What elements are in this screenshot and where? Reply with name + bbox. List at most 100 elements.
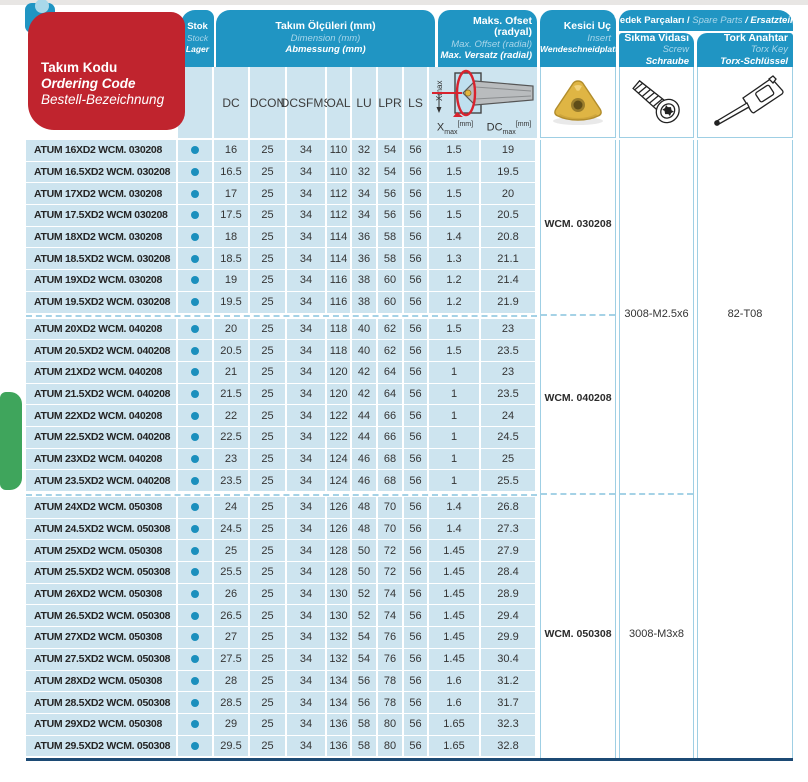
cell-dcon: 25: [250, 670, 287, 693]
cell-dcmax: 24: [481, 405, 537, 427]
table-row: ATUM 16XD2 WCM. 030208 16 25 34 110 32 54 56 1.5…: [26, 140, 537, 162]
cell-ls: 56: [404, 426, 429, 449]
cell-lpr: 80: [378, 735, 404, 758]
cell-stock: [178, 448, 214, 471]
cell-dcmax: 25: [481, 448, 537, 471]
cell-stock: [178, 540, 214, 563]
stock-dot-icon: [191, 254, 199, 263]
cell-stock: [178, 670, 214, 693]
cell-stock: [178, 161, 214, 184]
cell-dcsfms: 34: [287, 426, 327, 449]
cell-dcsfms: 34: [287, 605, 327, 628]
ordering-code-label-de: Bestell-Bezeichnung: [41, 92, 165, 107]
torx-key-image-cell: [697, 67, 793, 138]
cell-dcmax: 23.5: [481, 383, 537, 406]
cell-lpr: 72: [378, 562, 404, 584]
cell-oal: 124: [327, 448, 352, 471]
cell-xmax: 1.5: [429, 140, 481, 162]
cell-dcmax: 19: [481, 140, 537, 162]
cell-code: ATUM 20XD2 WCM. 040208: [26, 318, 178, 341]
cell-oal: 128: [327, 562, 352, 584]
stock-dot-icon: [191, 346, 199, 355]
cell-stock: [178, 226, 214, 249]
cell-dcon: 25: [250, 562, 287, 584]
table-row: ATUM 20.5XD2 WCM. 040208 20.5 25 34 118 40 62 5…: [26, 340, 537, 362]
cell-lu: 40: [352, 340, 378, 362]
cell-stock: [178, 140, 214, 162]
subheader-col-ls: LS: [404, 67, 429, 138]
cell-stock: [178, 518, 214, 541]
cell-dcon: 25: [250, 448, 287, 471]
page-edge-strip: [0, 0, 808, 5]
cell-xmax: 1.45: [429, 627, 481, 649]
cell-ls: 56: [404, 497, 429, 519]
cell-lpr: 58: [378, 248, 404, 271]
cell-dcon: 25: [250, 383, 287, 406]
cell-dcon: 25: [250, 648, 287, 671]
cell-lpr: 74: [378, 583, 404, 606]
cell-dcmax: 32.3: [481, 713, 537, 736]
cell-lpr: 68: [378, 470, 404, 492]
cell-stock: [178, 583, 214, 606]
cell-ls: 56: [404, 692, 429, 714]
cell-ls: 56: [404, 140, 429, 162]
cell-xmax: 1.5: [429, 161, 481, 184]
subheader-col-lpr: LPR: [378, 67, 404, 138]
table-row: ATUM 29.5XD2 WCM. 050308 29.5 25 34 136 58 80 5…: [26, 735, 537, 758]
cell-lpr: 66: [378, 426, 404, 449]
corner-tab-notch: [35, 0, 49, 13]
spare-parts-label-en: Spare Parts: [692, 15, 743, 26]
subheader-col-dc: DC: [214, 67, 250, 138]
cell-stock: [178, 562, 214, 584]
group-divider: [26, 492, 537, 497]
cell-lpr: 78: [378, 670, 404, 693]
cell-xmax: 1.65: [429, 735, 481, 758]
cell-lpr: 54: [378, 140, 404, 162]
cell-dc: 22.5: [214, 426, 250, 449]
screw-label-en: Screw: [662, 44, 689, 56]
subheader-col-oal: OAL: [327, 67, 352, 138]
cell-dcon: 25: [250, 205, 287, 227]
torx-key-label-en: Torx Key: [750, 44, 788, 56]
table-bottom-rule: [26, 758, 793, 761]
cell-dcsfms: 34: [287, 140, 327, 162]
cell-ls: 56: [404, 161, 429, 184]
cell-dc: 16.5: [214, 161, 250, 184]
cell-dcon: 25: [250, 318, 287, 341]
stock-dot-icon: [191, 546, 199, 555]
cell-code: ATUM 23XD2 WCM. 040208: [26, 448, 178, 471]
table-row: ATUM 22.5XD2 WCM. 040208 22.5 25 34 122 44 66 5…: [26, 426, 537, 449]
cell-dcsfms: 34: [287, 670, 327, 693]
table-row: ATUM 27.5XD2 WCM. 050308 27.5 25 34 132 54 76 5…: [26, 648, 537, 671]
table-row: ATUM 25.5XD2 WCM. 050308 25.5 25 34 128 50 72 5…: [26, 562, 537, 584]
cell-code: ATUM 28.5XD2 WCM. 050308: [26, 692, 178, 714]
svg-text:Xmax: Xmax: [435, 81, 444, 101]
cell-dc: 21: [214, 361, 250, 384]
cell-code: ATUM 16.5XD2 WCM. 030208: [26, 161, 178, 184]
cell-ls: 56: [404, 627, 429, 649]
cell-dcmax: 28.4: [481, 562, 537, 584]
cell-ls: 56: [404, 583, 429, 606]
cell-oal: 136: [327, 735, 352, 758]
cell-code: ATUM 25XD2 WCM. 050308: [26, 540, 178, 563]
table-row: ATUM 26XD2 WCM. 050308 26 25 34 130 52 74 56 1.4…: [26, 583, 537, 606]
cell-xmax: 1: [429, 383, 481, 406]
cell-dc: 23: [214, 448, 250, 471]
cell-code: ATUM 22.5XD2 WCM. 040208: [26, 426, 178, 449]
cell-xmax: 1.6: [429, 692, 481, 714]
cell-dcmax: 20.5: [481, 205, 537, 227]
cell-dcsfms: 34: [287, 448, 327, 471]
table-row: ATUM 28XD2 WCM. 050308 28 25 34 134 56 78 56 1.6…: [26, 670, 537, 693]
stock-dot-icon: [191, 298, 199, 307]
cell-xmax: 1.45: [429, 583, 481, 606]
cell-lpr: 70: [378, 497, 404, 519]
insert-image: [553, 80, 603, 125]
cell-xmax: 1: [429, 470, 481, 492]
header-screw: Sıkma Vidası Screw Schraube: [619, 32, 694, 67]
cell-oal: 112: [327, 183, 352, 206]
cell-dcsfms: 34: [287, 383, 327, 406]
table-row: ATUM 19.5XD2 WCM. 030208 19.5 25 34 116 38 60 5…: [26, 291, 537, 314]
cell-dcmax: 29.9: [481, 627, 537, 649]
cell-oal: 118: [327, 340, 352, 362]
